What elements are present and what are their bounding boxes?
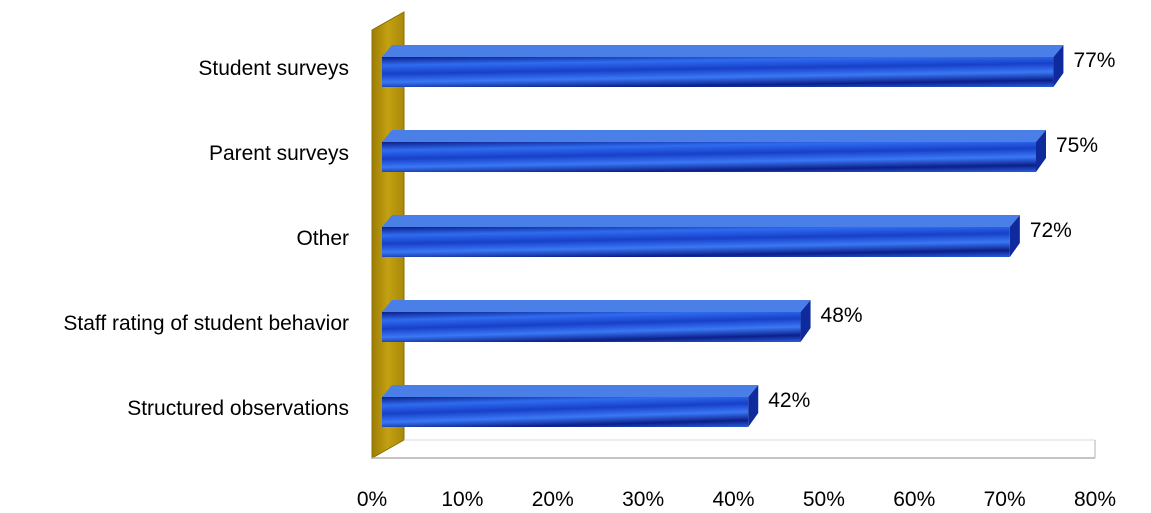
x-tick-label: 60% bbox=[893, 488, 935, 511]
category-label: Staff rating of student behavior bbox=[63, 312, 349, 335]
bar-front-face bbox=[382, 397, 749, 427]
x-tick-label: 30% bbox=[622, 488, 664, 511]
bar-front-face bbox=[382, 227, 1010, 257]
value-label: 48% bbox=[821, 304, 863, 327]
value-label: 77% bbox=[1073, 49, 1115, 72]
bar-side-face bbox=[800, 300, 811, 342]
value-label: 75% bbox=[1056, 134, 1098, 157]
x-tick-label: 10% bbox=[441, 488, 483, 511]
x-tick-label: 50% bbox=[803, 488, 845, 511]
x-tick-label: 20% bbox=[532, 488, 574, 511]
value-label: 42% bbox=[768, 389, 810, 412]
bar-side-face bbox=[1053, 45, 1064, 87]
category-label: Other bbox=[296, 227, 349, 250]
category-labels: Student surveys Parent surveys Other Staff … bbox=[63, 57, 349, 420]
bar-top-face bbox=[382, 300, 811, 312]
x-axis bbox=[372, 439, 1096, 459]
value-labels: 77% 75% 72% 48% 42% bbox=[768, 49, 1115, 412]
value-label: 72% bbox=[1030, 219, 1072, 242]
bar bbox=[382, 45, 1064, 87]
x-tick-labels: 0% 10% 20% 30% 40% 50% 60% 70% 80% bbox=[357, 488, 1116, 511]
bar bbox=[382, 130, 1046, 172]
bar bbox=[382, 385, 759, 427]
bar-top-face bbox=[382, 385, 759, 397]
bar-side-face bbox=[1036, 130, 1046, 172]
bar-front-face bbox=[382, 57, 1054, 87]
bar-top-face bbox=[382, 45, 1064, 57]
x-tick-label: 0% bbox=[357, 488, 387, 511]
category-label: Parent surveys bbox=[209, 142, 349, 165]
category-label: Structured observations bbox=[127, 397, 349, 420]
bars bbox=[382, 45, 1064, 427]
x-tick-label: 40% bbox=[712, 488, 754, 511]
bar bbox=[382, 215, 1020, 257]
bar-front-face bbox=[382, 142, 1036, 172]
bar-top-face bbox=[382, 130, 1046, 142]
category-label: Student surveys bbox=[198, 57, 349, 80]
bar-side-face bbox=[748, 385, 759, 427]
bar-front-face bbox=[382, 312, 801, 342]
x-tick-label: 80% bbox=[1074, 488, 1116, 511]
bar-top-face bbox=[382, 215, 1020, 227]
x-tick-label: 70% bbox=[984, 488, 1026, 511]
bar-side-face bbox=[1009, 215, 1020, 257]
bar bbox=[382, 300, 811, 342]
